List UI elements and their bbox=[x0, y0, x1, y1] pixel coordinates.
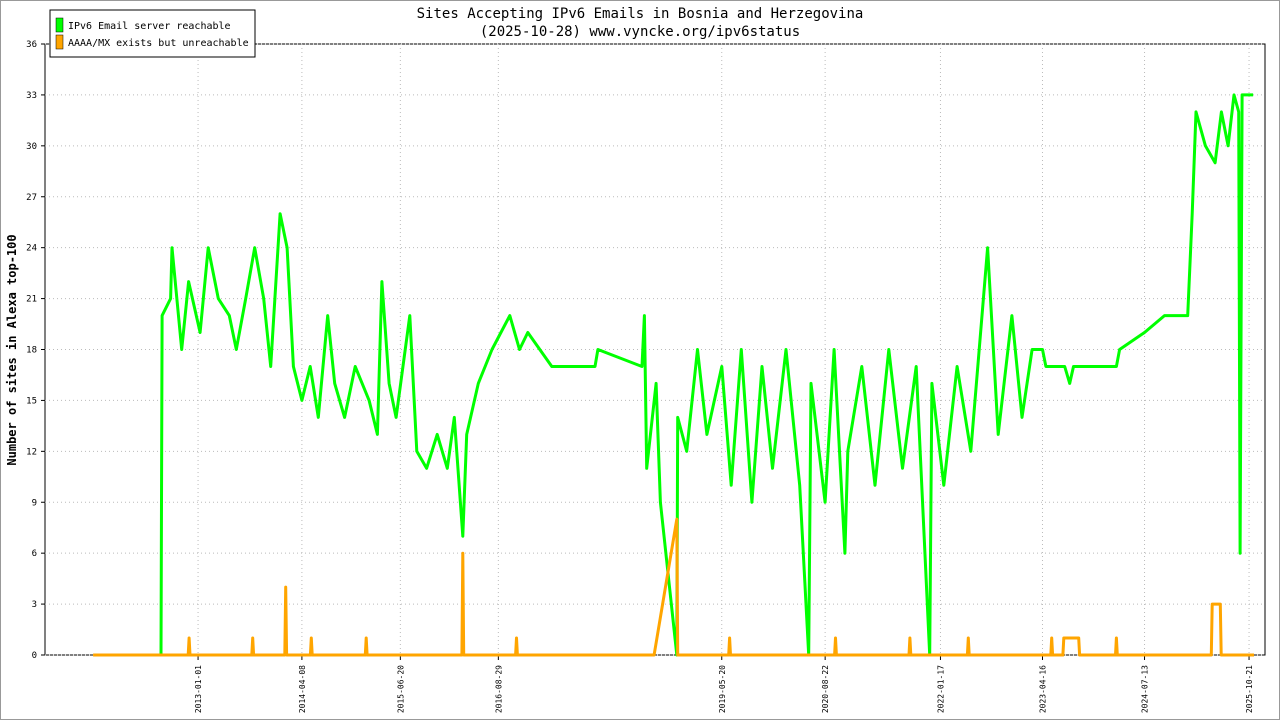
y-tick-label: 24 bbox=[26, 244, 37, 254]
x-tick-label: 2019-05-20 bbox=[718, 665, 727, 713]
legend-swatch bbox=[55, 17, 64, 33]
legend-box bbox=[49, 9, 256, 58]
x-tick-label: 2022-01-17 bbox=[936, 665, 945, 713]
x-tick-label: 2020-08-22 bbox=[821, 665, 830, 713]
chart-title: Sites Accepting IPv6 Emails in Bosnia an… bbox=[417, 6, 864, 22]
chart-subtitle: (2025-10-28) www.vyncke.org/ipv6status bbox=[480, 24, 800, 40]
x-tick-label: 2024-07-13 bbox=[1141, 665, 1150, 713]
y-tick-label: 12 bbox=[26, 447, 37, 457]
legend-label: AAAA/MX exists but unreachable bbox=[68, 38, 249, 49]
legend-swatch bbox=[55, 34, 64, 50]
y-tick-label: 15 bbox=[26, 396, 37, 406]
x-tick-label: 2016-08-29 bbox=[494, 665, 503, 713]
x-tick-label: 2015-06-20 bbox=[396, 665, 405, 713]
data-line bbox=[159, 93, 1254, 657]
y-tick-label: 27 bbox=[26, 193, 37, 203]
y-tick-label: 3 bbox=[32, 600, 37, 610]
y-tick-label: 30 bbox=[26, 142, 37, 152]
legend: IPv6 Email server reachable AAAA/MX exist… bbox=[49, 9, 256, 58]
x-tick-label: 2025-10-21 bbox=[1245, 665, 1254, 713]
x-tick-label: 2014-04-08 bbox=[298, 665, 307, 713]
y-tick-label: 0 bbox=[32, 651, 37, 661]
legend-label: IPv6 Email server reachable bbox=[68, 21, 231, 32]
x-tick-label: 2023-04-16 bbox=[1038, 665, 1047, 713]
y-axis-label: Number of sites in Alexa top-100 bbox=[5, 234, 19, 465]
y-tick-label: 21 bbox=[26, 295, 37, 305]
y-tick-label: 9 bbox=[32, 498, 37, 508]
y-tick-label: 18 bbox=[26, 346, 37, 356]
x-tick-label: 2013-01-01 bbox=[194, 665, 203, 713]
y-tick-label: 33 bbox=[26, 91, 37, 101]
y-tick-label: 6 bbox=[32, 549, 37, 559]
y-tick-label: 36 bbox=[26, 40, 37, 50]
data-line bbox=[93, 517, 1254, 657]
